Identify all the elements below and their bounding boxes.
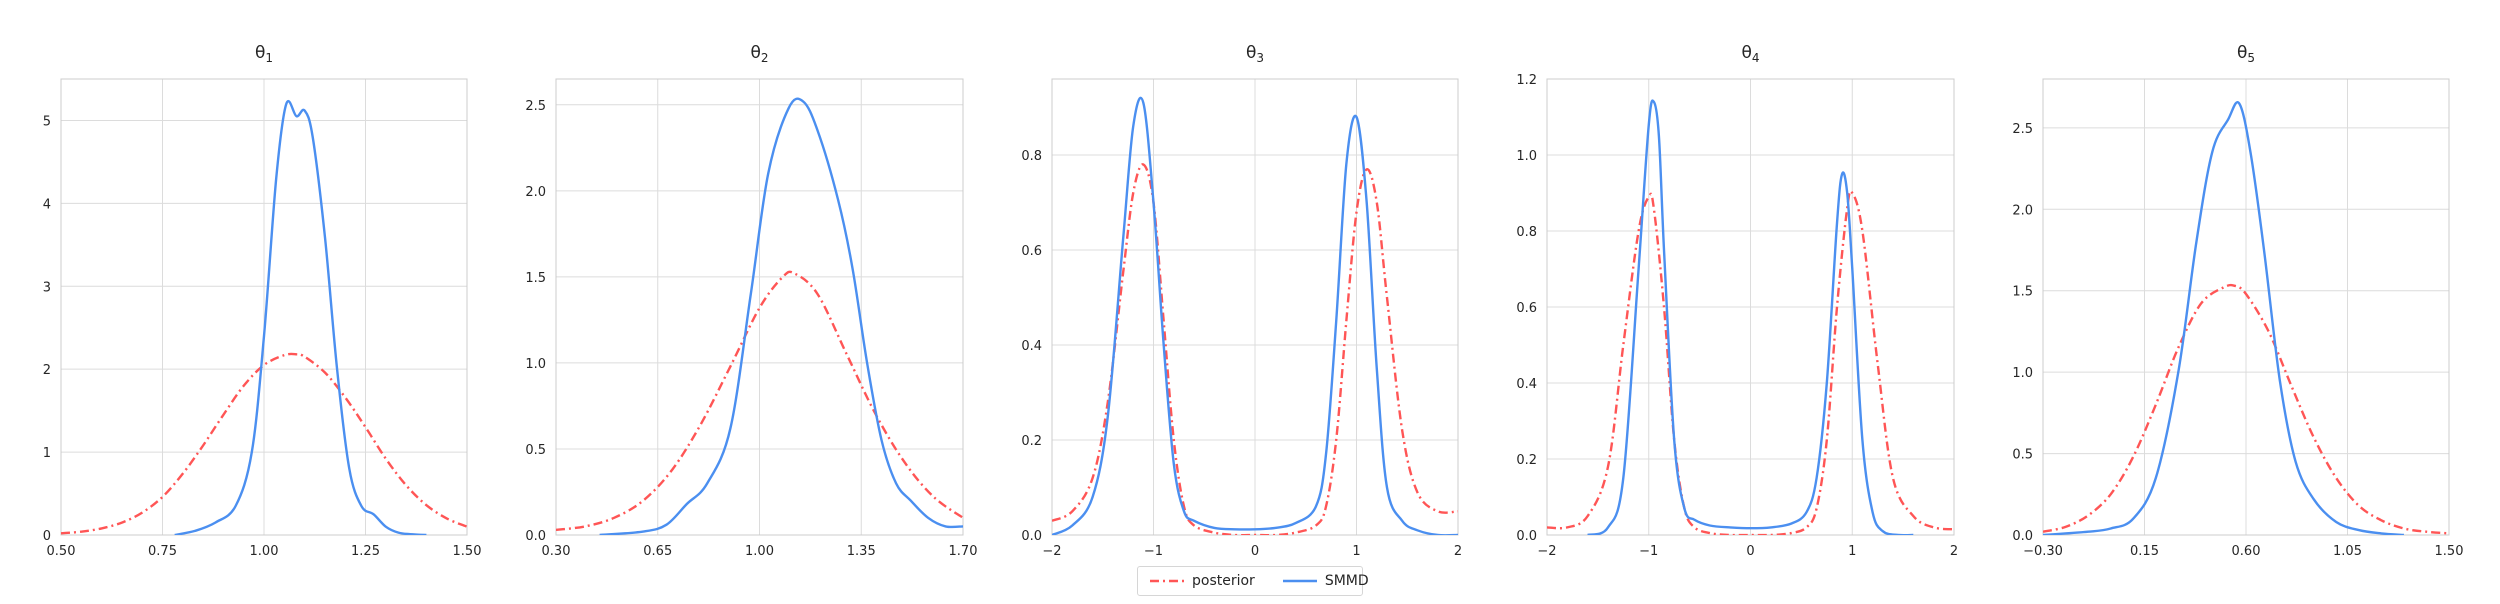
- legend-label-smmd: SMMD: [1324, 573, 1369, 589]
- y-tick-label: 1: [43, 446, 51, 461]
- y-tick-label: 0.8: [1516, 225, 1537, 240]
- legend-item-posterior: posterior: [1150, 573, 1255, 589]
- y-tick-label: 2.5: [525, 99, 546, 114]
- x-tick-label: 1: [1352, 544, 1360, 559]
- y-tick-label: 3: [43, 280, 51, 295]
- subplot-title: θ1: [255, 43, 273, 65]
- x-tick-label: 1.70: [949, 544, 978, 559]
- subplot-2: 0.30 0.65 1.00 1.35 1.70 0.0 0.5 1.0 1.5 2.0 2.5 θ2: [525, 43, 977, 559]
- x-tick-label: 0.65: [643, 544, 672, 559]
- y-tick-label: 0.0: [525, 529, 546, 544]
- x-tick-label: 1.25: [351, 544, 380, 559]
- legend-swatch-smmd: [1282, 579, 1317, 583]
- y-tick-label: 1.0: [2012, 366, 2033, 381]
- x-tick-label: −1: [1639, 544, 1658, 559]
- posterior-curve: [556, 270, 963, 531]
- subplot-5: −0.30 0.15 0.60 1.05 1.50 0.0 0.5 1.0 1.5 2.0 2.5 θ…: [2012, 43, 2463, 559]
- y-tick-label: 0.0: [1516, 529, 1537, 544]
- x-tick-label: 0.15: [2130, 544, 2159, 559]
- smmd-curve: [599, 97, 963, 535]
- y-tick-label: 2: [43, 363, 51, 378]
- smmd-curve: [1052, 96, 1458, 535]
- subplot-1: 0.50 0.75 1.00 1.25 1.50 0 1 2 3 4 5 θ1: [43, 43, 482, 559]
- plot-frame: [2042, 78, 2450, 536]
- legend-item-smmd: SMMD: [1282, 573, 1369, 589]
- plot-frame: [1546, 78, 1955, 536]
- y-tick-label: 1.0: [525, 357, 546, 372]
- y-tick-label: 0.2: [1516, 453, 1537, 468]
- x-tick-label: 2: [1950, 544, 1958, 559]
- smmd-curve: [1587, 99, 1914, 535]
- posterior-curve: [1547, 189, 1954, 535]
- y-tick-label: 4: [43, 197, 51, 212]
- y-tick-label: 0.6: [1021, 244, 1042, 259]
- plot-frame: [60, 78, 468, 536]
- x-tick-label: 2: [1454, 544, 1462, 559]
- posterior-curve: [1052, 163, 1458, 535]
- y-tick-label: 0.8: [1021, 149, 1042, 164]
- posterior-curve: [61, 352, 467, 535]
- legend: posterior SMMD: [1137, 566, 1369, 596]
- y-tick-label: 0.6: [1516, 301, 1537, 316]
- x-tick-label: 1.50: [453, 544, 482, 559]
- x-tick-label: 0.30: [542, 544, 571, 559]
- y-tick-label: 2.5: [2012, 122, 2033, 137]
- y-tick-label: 1.5: [2012, 285, 2033, 300]
- x-tick-label: 1: [1848, 544, 1856, 559]
- smmd-curve: [174, 100, 427, 535]
- subplot-3: −2 −1 0 1 2 0.0 0.2 0.4 0.6 0.8 θ3: [1021, 43, 1462, 559]
- x-tick-label: 1.00: [250, 544, 279, 559]
- legend-swatch-posterior: [1150, 579, 1184, 583]
- x-tick-label: −0.30: [2023, 544, 2063, 559]
- smmd-curve: [2043, 101, 2404, 535]
- y-tick-label: 1.0: [1516, 149, 1537, 164]
- x-tick-label: 1.00: [745, 544, 774, 559]
- y-tick-label: 0.0: [2012, 529, 2033, 544]
- y-tick-label: 5: [43, 114, 51, 129]
- subplot-title: θ3: [1246, 43, 1264, 65]
- x-tick-label: 0.60: [2232, 544, 2261, 559]
- plot-frame: [555, 78, 964, 536]
- y-tick-label: 0.4: [1021, 339, 1042, 354]
- subplot-title: θ4: [1741, 43, 1759, 65]
- y-tick-label: 0.0: [1021, 529, 1042, 544]
- y-tick-label: 2.0: [525, 185, 546, 200]
- subplot-4: −2 −1 0 1 2 0.0 0.2 0.4 0.6 0.8 1.0 1.2 θ4: [1516, 43, 1958, 559]
- x-tick-label: 1.05: [2333, 544, 2362, 559]
- x-tick-label: −1: [1144, 544, 1163, 559]
- subplot-title: θ2: [750, 43, 768, 65]
- y-tick-label: 0: [43, 529, 51, 544]
- x-tick-label: 0: [1746, 544, 1754, 559]
- legend-label-posterior: posterior: [1192, 573, 1255, 589]
- x-tick-label: −2: [1042, 544, 1061, 559]
- y-tick-label: 0.2: [1021, 434, 1042, 449]
- y-tick-label: 1.2: [1516, 73, 1537, 88]
- y-tick-label: 1.5: [525, 271, 546, 286]
- y-tick-label: 0.4: [1516, 377, 1537, 392]
- y-tick-label: 0.5: [525, 443, 546, 458]
- x-tick-label: −2: [1537, 544, 1556, 559]
- x-tick-label: 1.50: [2435, 544, 2464, 559]
- x-tick-label: 0: [1251, 544, 1259, 559]
- x-tick-label: 0.75: [148, 544, 177, 559]
- x-tick-label: 1.35: [847, 544, 876, 559]
- x-tick-label: 0.50: [47, 544, 76, 559]
- posterior-curve: [2043, 283, 2449, 535]
- y-tick-label: 0.5: [2012, 448, 2033, 463]
- subplot-title: θ5: [2237, 43, 2255, 65]
- y-tick-label: 2.0: [2012, 203, 2033, 218]
